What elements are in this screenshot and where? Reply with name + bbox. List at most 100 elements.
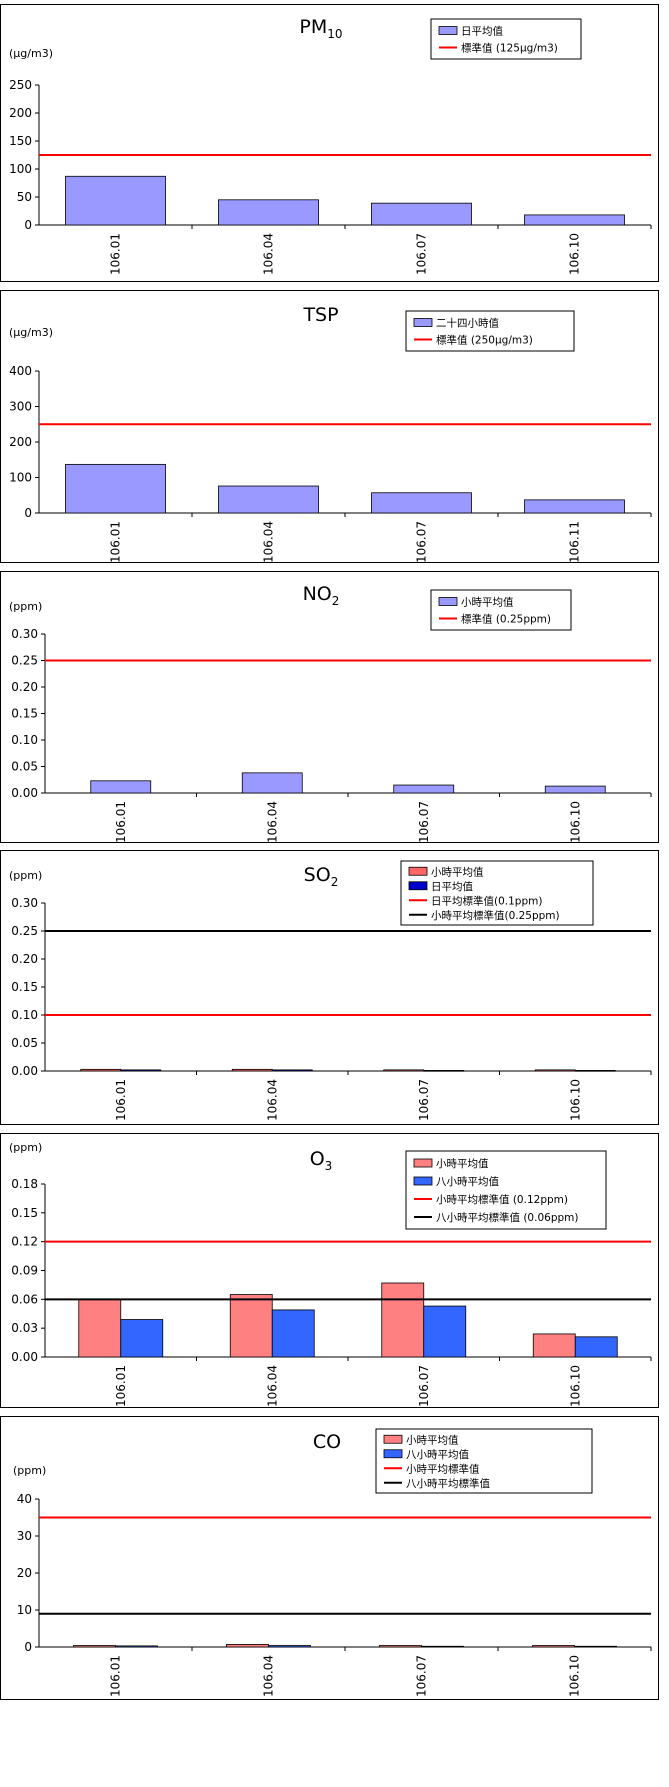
legend-label: 八小時平均標準值 (0.06ppm)	[436, 1211, 578, 1224]
bar-小時平均值	[379, 1645, 422, 1648]
legend-label: 日平均值	[461, 25, 503, 38]
y-tick-label: 0.06	[11, 1292, 38, 1306]
legend-label: 八小時平均值	[436, 1175, 499, 1188]
y-tick-label: 0.12	[11, 1235, 38, 1249]
y-tick-label: 100	[9, 162, 32, 176]
bar-八小時平均值	[115, 1645, 158, 1648]
x-tick-label: 106.01	[114, 1365, 128, 1407]
legend-box	[375, 1428, 593, 1494]
bar-小時平均值	[383, 1069, 425, 1072]
legend-swatch	[413, 1158, 433, 1168]
bar-小時平均值	[78, 1298, 122, 1358]
y-tick-label: 300	[9, 400, 32, 414]
legend-swatch	[438, 26, 458, 35]
y-tick-label: 0.10	[11, 1008, 38, 1022]
chart-title: PM10	[299, 16, 342, 41]
y-axis-unit-label: (ppm)	[9, 869, 42, 882]
y-tick-label: 0.00	[11, 786, 38, 800]
x-tick-label: 106.07	[417, 1079, 431, 1121]
x-tick-label: 106.01	[109, 521, 123, 563]
x-tick-label: 106.01	[109, 233, 123, 275]
legend-label: 標準值 (125μg/m3)	[461, 42, 558, 55]
y-tick-label: 250	[9, 78, 32, 92]
bar-日平均值	[271, 1069, 313, 1072]
bar-小時平均值	[393, 784, 455, 794]
y-tick-label: 0.10	[11, 733, 38, 747]
chart-title: CO	[313, 1431, 341, 1453]
y-tick-label: 0.20	[11, 952, 38, 966]
x-tick-label: 106.07	[417, 801, 431, 843]
x-tick-label: 106.10	[568, 801, 582, 843]
y-tick-label: 30	[17, 1529, 32, 1543]
bar-二十四小時值	[218, 485, 319, 514]
legend-box	[405, 310, 575, 352]
bar-日平均值	[371, 202, 472, 226]
bar-小時平均值	[73, 1645, 116, 1648]
y-axis-unit-label: (ppm)	[13, 1464, 46, 1477]
x-tick-label: 106.04	[265, 801, 279, 843]
pm10-chart-svg: PM10 (μg/m3) 0 50 100 150 200 250 106.01 106.04 10…	[9, 16, 652, 275]
chart-title: TSP	[302, 304, 338, 326]
chart-title: SO2	[304, 864, 339, 889]
bar-小時平均值	[532, 1333, 576, 1358]
legend-swatch	[438, 597, 458, 606]
y-tick-label: 0.09	[11, 1264, 38, 1278]
legend-label: 二十四小時值	[436, 317, 499, 330]
y-tick-label: 50	[17, 190, 32, 204]
legend-swatch	[413, 1176, 433, 1186]
y-tick-label: 0	[24, 1640, 32, 1654]
bar-小時平均值	[231, 1068, 273, 1072]
y-tick-label: 0.20	[11, 680, 38, 694]
y-tick-label: 0.15	[11, 1206, 38, 1220]
y-tick-label: 0	[24, 218, 32, 232]
legend-label: 八小時平均值	[406, 1448, 469, 1461]
bar-日平均值	[423, 1070, 465, 1072]
legend-label: 小時平均標準值	[406, 1462, 480, 1475]
o3-chart-svg: O3 (ppm) 0.00 0.03 0.06 0.09 0.12 0.15 0.18 106.0…	[9, 1141, 652, 1407]
tsp-chart-panel: TSP (μg/m3) 0 100 200 300 400 106.01 106.04 106.0…	[0, 290, 659, 563]
bar-八小時平均值	[423, 1305, 467, 1358]
y-tick-label: 0.15	[11, 980, 38, 994]
bar-小時平均值	[229, 1294, 273, 1358]
legend-label: 小時平均標準值 (0.12ppm)	[436, 1193, 568, 1206]
x-tick-label: 106.07	[415, 233, 429, 275]
legend-label: 小時平均值	[436, 1157, 489, 1170]
legend-box	[430, 589, 572, 631]
legend-swatch	[408, 866, 428, 876]
x-tick-label: 106.07	[415, 1655, 429, 1697]
chart-title: O3	[310, 1148, 333, 1173]
bar-日平均值	[218, 199, 319, 226]
y-tick-label: 0.25	[11, 924, 38, 938]
no2-chart-panel: NO2 (ppm) 0.00 0.05 0.10 0.15 0.20 0.25 0.30 106.…	[0, 571, 659, 843]
legend-label: 八小時平均標準值	[406, 1477, 490, 1490]
legend-label: 標準值 (0.25ppm)	[461, 613, 551, 626]
bar-二十四小時值	[524, 499, 625, 514]
y-tick-label: 0.15	[11, 707, 38, 721]
y-tick-label: 400	[9, 364, 32, 378]
x-tick-label: 106.04	[262, 233, 276, 275]
tsp-chart-svg: TSP (μg/m3) 0 100 200 300 400 106.01 106.04 106.0…	[9, 304, 652, 563]
so2-chart-panel: SO2 (ppm) 0.00 0.05 0.10 0.15 0.20 0.25 0.30 106.…	[0, 850, 659, 1125]
chart-title-subscript: 10	[327, 27, 342, 41]
bar-八小時平均值	[268, 1645, 311, 1648]
x-tick-label: 106.11	[568, 521, 582, 563]
bar-小時平均值	[532, 1645, 575, 1648]
bar-二十四小時值	[65, 463, 166, 514]
bar-日平均值	[65, 175, 166, 226]
x-tick-label: 106.04	[262, 1655, 276, 1697]
y-tick-label: 200	[9, 106, 32, 120]
legend-swatch	[413, 318, 433, 327]
y-axis-unit-label: (μg/m3)	[9, 47, 53, 60]
x-tick-label: 106.01	[114, 1079, 128, 1121]
legend-label: 小時平均值	[406, 1433, 459, 1446]
x-tick-label: 106.10	[568, 1079, 582, 1121]
bar-日平均值	[574, 1070, 616, 1072]
pm10-chart-panel: PM10 (μg/m3) 0 50 100 150 200 250 106.01 106.04 10…	[0, 4, 659, 282]
y-tick-label: 0.30	[11, 896, 38, 910]
bar-小時平均值	[90, 780, 152, 794]
legend-swatch	[383, 1434, 403, 1444]
bar-小時平均值	[544, 785, 606, 794]
y-tick-label: 0.03	[11, 1321, 38, 1335]
x-tick-label: 106.04	[265, 1365, 279, 1407]
y-tick-label: 0.05	[11, 1036, 38, 1050]
